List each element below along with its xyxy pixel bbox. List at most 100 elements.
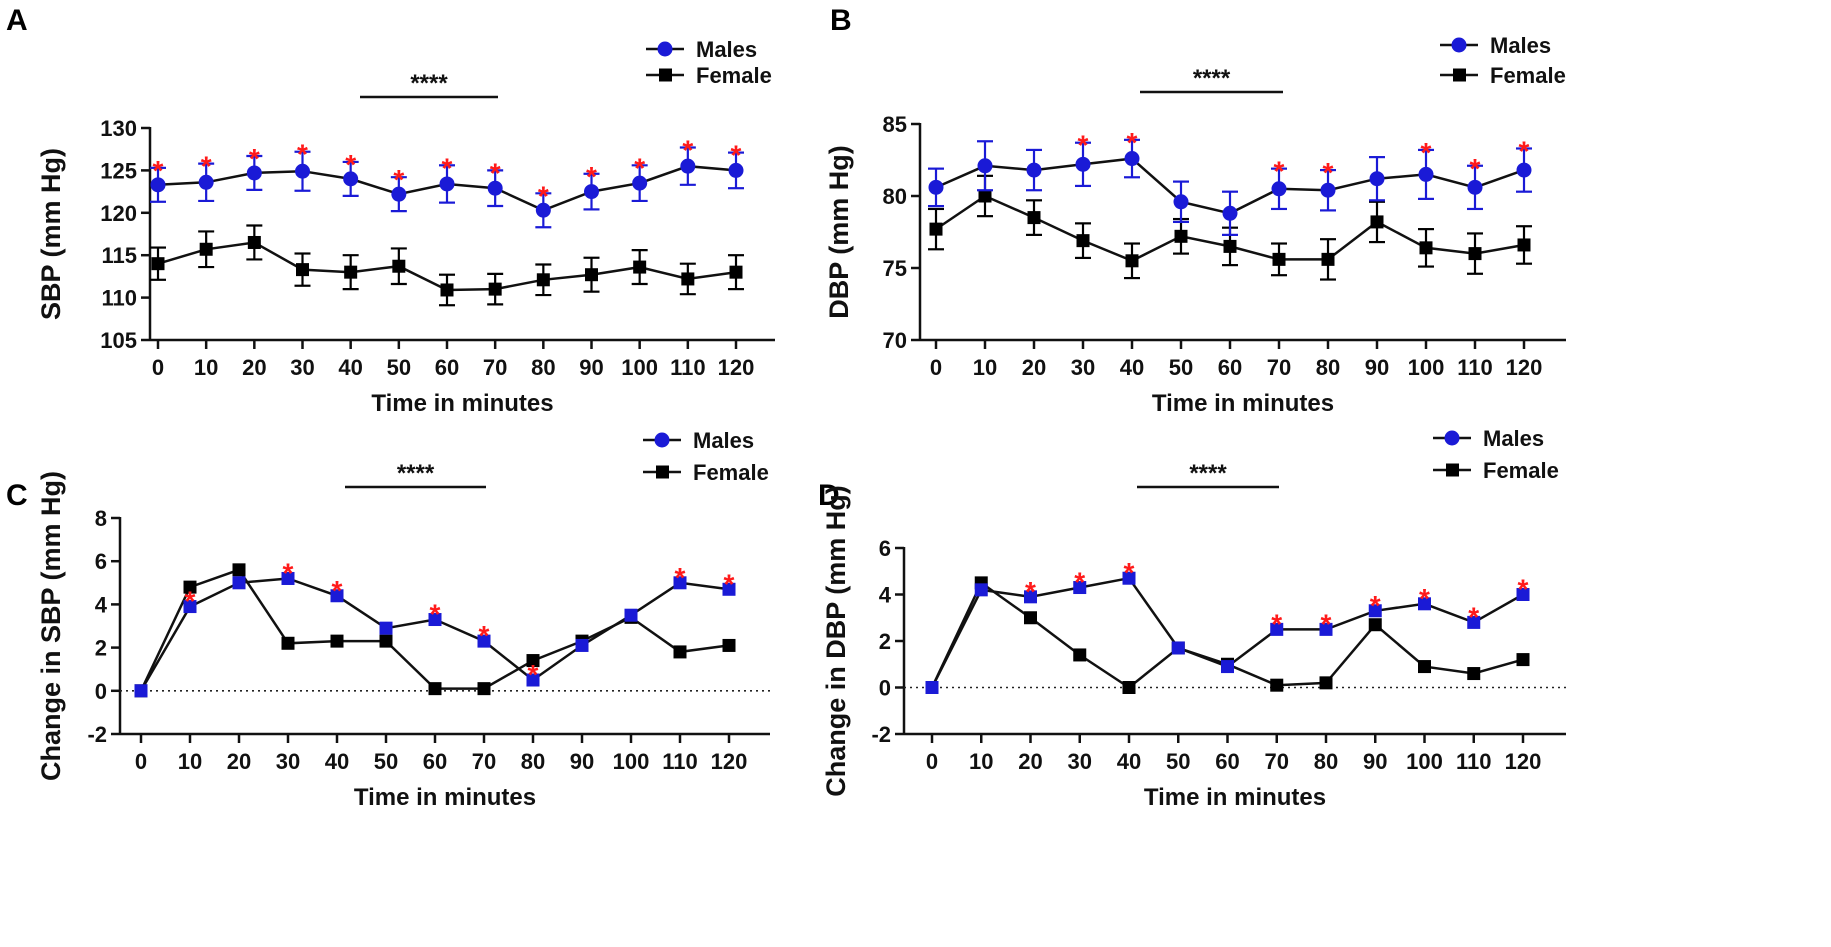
y-tick-label: -2: [871, 722, 891, 747]
x-tick-label: 80: [1316, 355, 1340, 380]
data-point-female: [1468, 247, 1482, 261]
data-point-males: [1368, 604, 1382, 618]
panel-letter: D: [818, 479, 840, 512]
x-tick-label: 0: [152, 355, 164, 380]
data-point-males: [1026, 162, 1042, 178]
significance-star: *: [479, 620, 490, 651]
x-tick-label: 10: [973, 355, 997, 380]
significance-star: *: [1124, 557, 1135, 588]
significance-star: *: [185, 586, 196, 617]
legend-female-marker: [659, 68, 672, 82]
data-point-males: [977, 158, 993, 174]
x-tick-label: 10: [194, 355, 218, 380]
data-point-female: [488, 282, 502, 296]
data-point-males: [584, 184, 599, 200]
data-point-males: [150, 177, 166, 193]
data-point-female: [344, 265, 358, 279]
x-tick-label: 60: [423, 749, 447, 774]
y-tick-label: 0: [95, 679, 107, 704]
y-axis-title: SBP (mm Hg): [36, 148, 66, 320]
x-tick-label: 110: [662, 749, 698, 774]
significance-star: *: [538, 180, 549, 211]
x-tick-label: 40: [325, 749, 349, 774]
x-tick-label: 70: [483, 355, 507, 380]
significance-star: *: [430, 599, 441, 630]
x-tick-label: 80: [1314, 749, 1338, 774]
data-point-female: [1270, 678, 1284, 692]
significance-label: ****: [1193, 65, 1231, 92]
legend-female-marker: [1453, 68, 1466, 82]
series-males: [928, 138, 1532, 236]
legend-males-marker: [657, 41, 673, 57]
data-point-males: [1369, 171, 1385, 187]
x-tick-label: 70: [1265, 749, 1289, 774]
data-point-males: [722, 582, 736, 596]
x-tick-label: 110: [1457, 355, 1493, 380]
y-tick-label: 6: [95, 549, 107, 574]
x-tick-label: 20: [227, 749, 251, 774]
data-point-female: [1073, 648, 1087, 662]
data-point-males: [624, 608, 638, 622]
data-point-males: [1319, 622, 1333, 636]
x-axis-title: Time in minutes: [371, 390, 553, 417]
significance-star: *: [1074, 567, 1085, 598]
data-point-female: [1370, 215, 1384, 229]
data-point-female: [296, 263, 309, 277]
x-tick-label: 60: [1218, 355, 1242, 380]
legend-female-marker: [1446, 463, 1459, 477]
data-point-males: [1270, 622, 1284, 636]
x-tick-label: 40: [1120, 355, 1144, 380]
significance-star: *: [528, 659, 539, 690]
x-tick-label: 80: [531, 355, 555, 380]
data-point-males: [428, 613, 442, 627]
data-point-males: [1467, 179, 1483, 195]
data-point-males: [295, 163, 310, 179]
data-point-males: [1418, 166, 1434, 182]
x-tick-label: 40: [1117, 749, 1141, 774]
x-tick-label: 0: [135, 749, 147, 774]
data-point-males: [925, 681, 939, 694]
y-axis-title: DBP (mm Hg): [824, 145, 854, 319]
y-tick-label: 0: [879, 676, 891, 701]
data-point-female: [722, 638, 736, 652]
significance-label: ****: [397, 460, 435, 487]
data-point-males: [1418, 597, 1431, 611]
data-point-males: [1221, 660, 1234, 674]
y-tick-label: 70: [883, 328, 907, 353]
panel-letter: C: [6, 479, 28, 512]
data-point-female: [440, 283, 454, 297]
data-point-female: [1368, 618, 1382, 632]
data-point-female: [379, 634, 393, 648]
data-point-males: [232, 576, 246, 590]
x-tick-label: 70: [1267, 355, 1291, 380]
data-point-males: [680, 158, 696, 174]
x-tick-label: 20: [1022, 355, 1046, 380]
y-tick-label: 120: [100, 201, 137, 226]
series-female: [134, 563, 736, 698]
y-tick-label: 115: [102, 243, 138, 268]
significance-label: ****: [410, 70, 448, 97]
data-point-males: [974, 583, 988, 597]
x-tick-label: 0: [926, 749, 938, 774]
y-tick-label: 80: [883, 184, 907, 209]
legend-label-female: Female: [1483, 458, 1559, 483]
x-tick-label: 40: [338, 355, 362, 380]
data-point-males: [728, 162, 744, 178]
significance-label: ****: [1189, 460, 1227, 487]
data-point-males: [281, 571, 295, 585]
data-point-males: [477, 634, 491, 648]
y-axis-title: Change in DBP (mm Hg): [821, 485, 851, 797]
data-point-males: [1024, 590, 1037, 604]
significance-star: *: [634, 152, 645, 183]
legend-label-males: Males: [696, 37, 757, 62]
y-tick-label: 4: [879, 583, 892, 608]
significance-star: *: [586, 161, 597, 192]
significance-star: *: [1370, 590, 1381, 621]
significance-star: *: [682, 135, 693, 166]
data-point-female: [477, 682, 491, 696]
data-point-female: [1319, 676, 1333, 690]
significance-star: *: [1321, 608, 1332, 639]
